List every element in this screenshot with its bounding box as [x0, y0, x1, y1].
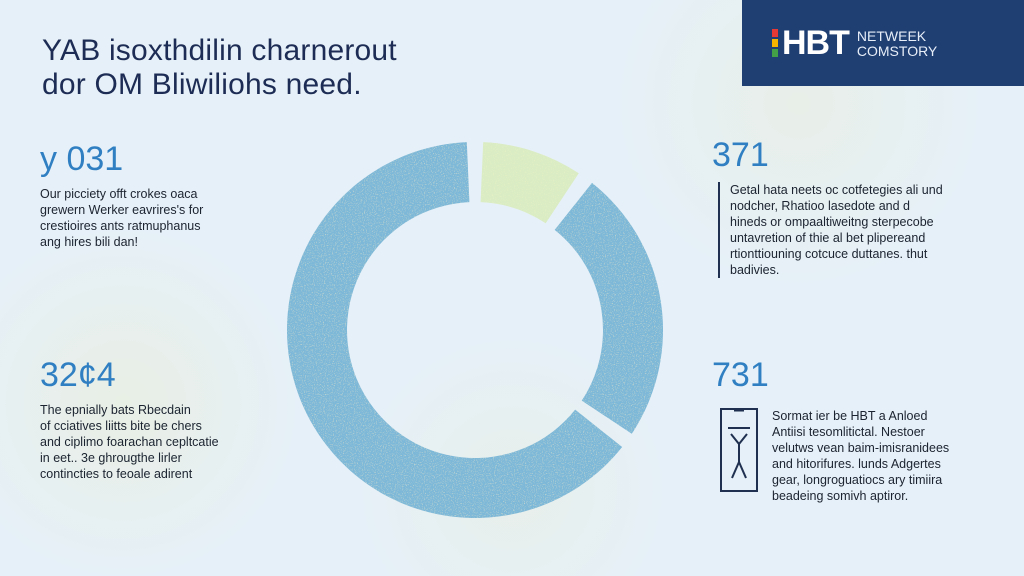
stat-block-top-right: 371 Getal hata neets oc cotfetegies ali …: [712, 136, 1002, 278]
stat-text-line: untavretion of thie al bet plipereand: [730, 231, 926, 245]
donut-slice-1: [480, 142, 579, 224]
stat-description: Our picciety offt crokes oaca grewern We…: [40, 186, 270, 250]
brand-subtitle: NETWEEK COMSTORY: [857, 29, 937, 59]
stat-text-line: Our picciety offt crokes oaca: [40, 187, 198, 201]
brand-color-bars-icon: [772, 29, 778, 57]
stat-text-line: rtionttiouning cotcuce duttanes. thut: [730, 247, 928, 261]
brand-bar-green: [772, 49, 778, 57]
stat-block-bottom-left: 32¢4 The epnially bats Rbecdain of cciat…: [40, 356, 270, 482]
stat-text-line: nodcher, Rhatioo lasedote and d: [730, 199, 910, 213]
id-badge-icon: [720, 408, 758, 492]
stat-text-line: in eet.. 3e ghrougthe lirler: [40, 451, 182, 465]
stat-block-bottom-right: 731 Sormat ier be HBT a Anloed Antiisi t…: [712, 356, 1002, 504]
donut-chart-svg: [287, 142, 663, 518]
donut-slice-2: [554, 182, 663, 434]
stat-number: y 031: [40, 140, 124, 178]
stat-text-line: of cciatives liitts bite be chers: [40, 419, 202, 433]
stat-body: Sormat ier be HBT a Anloed Antiisi tesom…: [712, 408, 1002, 504]
stat-text-line: velutws vean baim-imisranidees: [772, 441, 950, 455]
stat-text-line: ang hires bili dan!: [40, 235, 138, 249]
brand-mark: HBT: [772, 24, 850, 62]
stat-text-line: Getal hata neets oc cotfetegies ali und: [730, 183, 943, 197]
headline-line-1: YAB isoxthdilin charnerout: [42, 34, 397, 67]
stat-text-line: hineds or ompaaltiweitng sterpecobe: [730, 215, 934, 229]
stat-number: 32¢4: [40, 356, 116, 394]
brand-wordmark: HBT: [782, 24, 850, 62]
stat-text-line: beadeing somivh aptiror.: [772, 489, 909, 503]
page-headline: YAB isoxthdilin charnerout dor OM Bliwil…: [42, 34, 562, 102]
brand-logo: HBT NETWEEK COMSTORY: [742, 0, 1024, 86]
brand-bar-red: [772, 29, 778, 37]
stat-text-line: Antiisi tesomlitictal. Nestoer: [772, 425, 925, 439]
headline-line-2: dor OM Bliwiliohs need.: [42, 68, 362, 101]
stat-block-top-left: y 031 Our picciety offt crokes oaca grew…: [40, 140, 270, 250]
stat-text-line: and ciplimo foarachan cepltcatie: [40, 435, 219, 449]
id-badge-figure: [728, 408, 750, 479]
stat-number: 371: [712, 136, 769, 174]
stat-text-line: contincties to feoale adirent: [40, 467, 193, 481]
stat-description: Getal hata neets oc cotfetegies ali und …: [718, 182, 1002, 278]
stat-description: The epnially bats Rbecdain of cciatives …: [40, 402, 270, 482]
donut-slices: [287, 142, 663, 518]
brand-sub-line-1: NETWEEK: [856, 28, 927, 44]
brand-sub-line-2: COMSTORY: [856, 43, 938, 59]
stat-text-line: badivies.: [730, 263, 780, 277]
stat-text-line: gear, longroguatiocs ary timiira: [772, 473, 943, 487]
stat-description: Sormat ier be HBT a Anloed Antiisi tesom…: [772, 408, 949, 504]
stat-text-line: crestioires ants ratmuphanus: [40, 219, 201, 233]
stat-text-line: grewern Werker eavrires's for: [40, 203, 204, 217]
stat-text-line: The epnially bats Rbecdain: [40, 403, 191, 417]
brand-bar-yellow: [772, 39, 778, 47]
stat-text-line: Sormat ier be HBT a Anloed: [772, 409, 928, 423]
donut-chart: [270, 130, 690, 530]
donut-slice-3: [287, 142, 623, 518]
stat-text-line: and hitorifures. lunds Adgertes: [772, 457, 941, 471]
stat-number: 731: [712, 356, 769, 394]
